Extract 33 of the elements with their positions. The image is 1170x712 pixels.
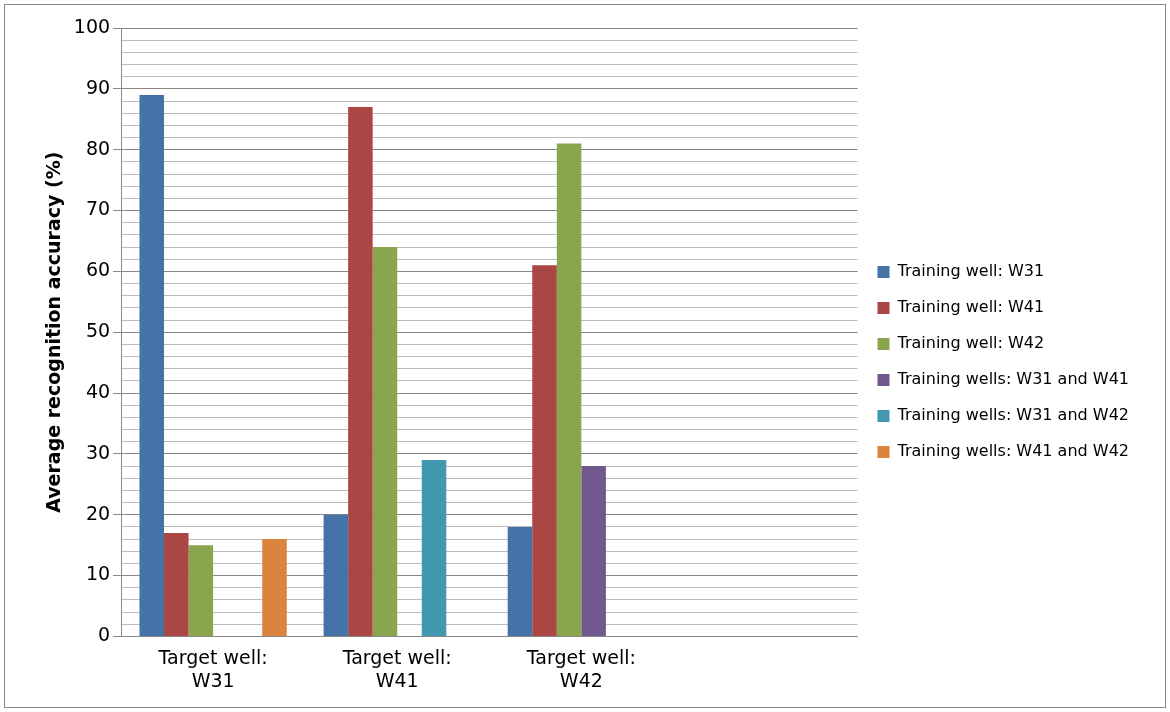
- y-tick-label: 90: [85, 75, 111, 98]
- x-tick-label: Target well: W41: [341, 645, 452, 691]
- bar: [188, 545, 214, 636]
- legend-label: Training well: W42: [896, 333, 1045, 353]
- bar: [348, 107, 373, 636]
- legend-label: Training wells: W31 and W42: [896, 405, 1129, 425]
- bar: [372, 247, 398, 636]
- y-tick-label: 40: [85, 379, 111, 402]
- legend-label: Training wells: W31 and W41: [896, 369, 1129, 389]
- x-tick-label: Target well: W31: [157, 645, 268, 691]
- y-tick-label: 70: [85, 197, 111, 220]
- legend-label: Training wells: W41 and W42: [896, 441, 1129, 461]
- y-tick-label: 60: [85, 258, 111, 281]
- y-tick-label: 10: [85, 562, 111, 585]
- bar: [164, 532, 189, 636]
- y-tick-label: 20: [85, 501, 111, 524]
- x-tick-label: Target well: W42: [525, 645, 636, 691]
- legend-label: Training well: W31: [896, 261, 1045, 281]
- y-tick-label: 30: [85, 440, 111, 463]
- bar: [139, 94, 165, 636]
- y-tick-label: 50: [85, 319, 111, 342]
- bar: [556, 143, 582, 636]
- y-tick-label: 0: [97, 623, 111, 646]
- bar: [421, 459, 447, 636]
- y-tick-label: 100: [73, 14, 111, 37]
- legend-label: Training well: W41: [896, 297, 1045, 317]
- bar: [581, 466, 606, 636]
- bar: [507, 526, 533, 636]
- y-tick-label: 80: [85, 136, 111, 159]
- bar: [532, 265, 557, 636]
- bar: [323, 514, 349, 636]
- y-axis-title: Average recognition accuracy (%): [42, 151, 65, 513]
- bar: [262, 539, 287, 636]
